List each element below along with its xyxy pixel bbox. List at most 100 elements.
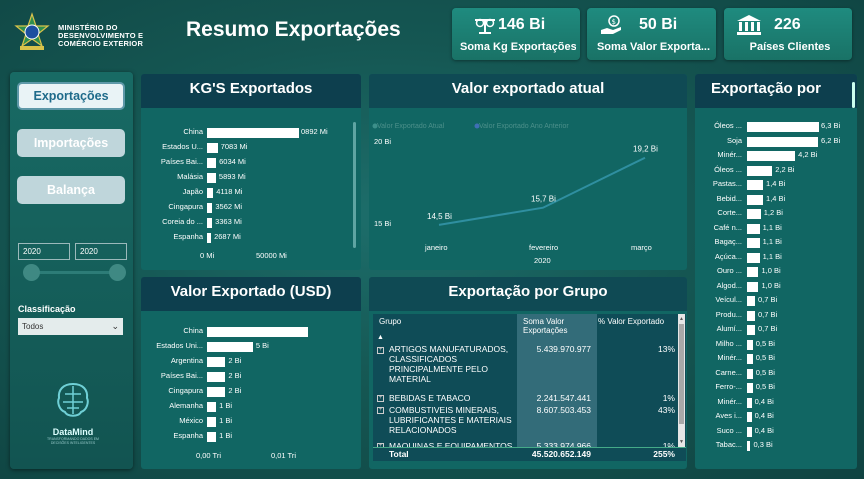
date-from-input[interactable]: 2020 (18, 243, 70, 260)
bar[interactable] (747, 426, 752, 437)
bar-category-label: Carne... (715, 367, 742, 377)
table-scrollbar[interactable]: ▲ ▼ (678, 314, 685, 447)
bar[interactable] (207, 203, 213, 213)
date-to-input[interactable]: 2020 (75, 243, 127, 260)
bar[interactable] (207, 342, 253, 352)
bar[interactable] (747, 165, 773, 176)
bar[interactable] (747, 252, 760, 263)
bar-category-label: Alumí... (716, 324, 742, 333)
bar[interactable] (747, 412, 752, 422)
bar[interactable] (207, 218, 213, 228)
bar[interactable] (747, 180, 764, 190)
kpi-kg-value: 146 Bi (498, 16, 546, 33)
bar-category-label: Café n... (713, 222, 742, 232)
bar[interactable] (747, 122, 820, 132)
series-line-current[interactable] (438, 156, 646, 226)
line-year-label: 2020 (534, 256, 551, 265)
date-slider-start-handle[interactable] (23, 264, 40, 281)
bar-value-label: 0,4 Bi (754, 411, 774, 420)
bar[interactable] (207, 128, 300, 138)
bar-category-label: China (183, 127, 203, 136)
bar[interactable] (747, 354, 753, 364)
bar[interactable] (207, 417, 217, 427)
bar[interactable] (207, 173, 216, 183)
date-slider-track[interactable] (31, 271, 119, 274)
expand-row-icon[interactable]: + (377, 407, 384, 414)
bar[interactable] (207, 327, 308, 337)
weight-scale-icon (475, 18, 495, 34)
line-data-label: 15,7 Bi (531, 195, 556, 204)
scroll-down-icon[interactable]: ▼ (679, 439, 684, 445)
bar[interactable] (207, 402, 217, 412)
bar[interactable] (747, 368, 753, 379)
bar-value-label: 1,4 Bi (766, 193, 786, 203)
bar[interactable] (207, 188, 214, 198)
bar[interactable] (747, 325, 756, 335)
bar[interactable] (747, 209, 761, 219)
expand-row-icon[interactable]: + (377, 395, 384, 402)
bar[interactable] (747, 383, 753, 393)
bar-value-label: 6,2 Bi (821, 135, 841, 145)
bar-value-label: 1,4 Bi (766, 179, 786, 188)
bar[interactable] (747, 397, 752, 408)
bar-category-label: Minér... (717, 396, 742, 406)
kpi-card-value: $ 50 Bi Soma Valor Exporta... (587, 8, 716, 60)
bar[interactable] (747, 136, 819, 147)
scroll-up-icon[interactable]: ▲ (679, 316, 684, 322)
total-label: Total (389, 449, 409, 459)
nav-balanca-button[interactable]: Balança (17, 176, 125, 204)
bar[interactable] (747, 310, 756, 321)
value-column-highlight (517, 314, 597, 461)
kpi-countries-label: Países Clientes (749, 41, 831, 53)
bar[interactable] (207, 233, 212, 243)
table-row-group: ARTIGOS MANUFATURADOS, CLASSIFICADOS PRI… (389, 344, 509, 384)
bar[interactable] (747, 281, 759, 292)
bar[interactable] (747, 223, 760, 234)
group-table: Grupo Soma Valor Exportações % Valor Exp… (373, 314, 686, 461)
table-row-value: 8.607.503.453 (536, 405, 591, 415)
nav-exportacoes-button[interactable]: Exportações (17, 82, 125, 110)
usd-axis-max: 0,01 Tri (271, 451, 297, 460)
kpi-card-countries: 226 Países Clientes (724, 8, 852, 60)
money-hand-icon: $ (601, 15, 621, 34)
bar[interactable] (207, 158, 217, 168)
kg-scrollbar[interactable] (353, 122, 356, 248)
table-row-pct: 1% (662, 441, 675, 451)
bar[interactable] (747, 441, 751, 451)
bar-category-label: Países Bai... (160, 157, 203, 166)
bar[interactable] (747, 296, 756, 306)
group-panel-title: Exportação por Grupo (369, 277, 687, 311)
bar-value-label: 3562 Mi (215, 202, 243, 211)
scroll-thumb[interactable] (679, 324, 684, 424)
product-scrollbar[interactable] (852, 82, 855, 108)
col-header-grupo[interactable]: Grupo (379, 317, 402, 326)
bar[interactable] (207, 357, 226, 367)
bar-value-label: 1,1 Bi (762, 251, 782, 261)
bar[interactable] (207, 432, 217, 442)
bar[interactable] (207, 372, 226, 382)
classificacao-select[interactable]: Todos ⌄ (18, 318, 123, 335)
col-header-pct[interactable]: % Valor Exportado (598, 317, 665, 326)
bar[interactable] (747, 151, 796, 161)
bar[interactable] (747, 194, 764, 205)
expand-row-icon[interactable]: + (377, 347, 384, 354)
bar-category-label: Argentina (170, 356, 203, 365)
nav-importacoes-button[interactable]: Importações (17, 129, 125, 157)
bar-value-label: 2,2 Bi (775, 164, 795, 174)
valor-exportado-atual-panel: Valor exportado atual Valor Exportado At… (369, 74, 687, 270)
bar[interactable] (747, 238, 760, 248)
bar[interactable] (747, 339, 753, 350)
bar[interactable] (207, 387, 226, 397)
bar[interactable] (207, 143, 218, 153)
date-slider-end-handle[interactable] (109, 264, 126, 281)
table-row-group: COMBUSTIVEIS MINERAIS, LUBRIFICANTES E M… (389, 405, 512, 435)
line-data-label: 14,5 Bi (427, 212, 452, 221)
org-line-1: MINISTÉRIO DO (58, 23, 118, 32)
bar[interactable] (747, 267, 759, 277)
line-panel-title: Valor exportado atual (369, 74, 687, 108)
col-header-valor[interactable]: Soma Valor Exportações (523, 317, 568, 335)
sort-up-icon[interactable]: ▲ (377, 334, 384, 341)
bar-category-label: Ouro ... (716, 266, 742, 275)
bar-value-label: 0,7 Bi (758, 295, 778, 304)
bar-category-label: Soja (726, 135, 742, 145)
